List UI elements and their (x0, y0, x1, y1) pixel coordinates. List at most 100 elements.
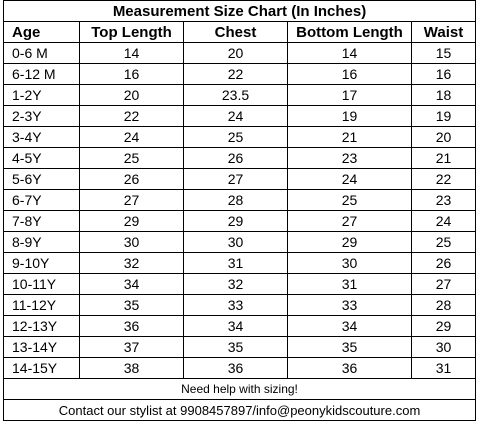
top-length-cell: 37 (79, 336, 184, 358)
age-cell: 11-12Y (3, 294, 80, 316)
age-cell: 13-14Y (3, 336, 80, 358)
table-row: 7-8Y 29 29 27 24 (3, 210, 477, 232)
column-header-age: Age (3, 21, 80, 43)
contact-text: Contact our stylist at 9908457897/info@p… (2, 399, 477, 421)
table-row: 13-14Y 37 35 35 30 (3, 336, 477, 358)
chest-cell: 25 (183, 126, 288, 148)
table-row: 3-4Y 24 25 21 20 (3, 126, 477, 148)
table-row: 6-7Y 27 28 25 23 (3, 189, 477, 211)
waist-cell: 24 (410, 210, 477, 232)
top-length-cell: 35 (79, 294, 184, 316)
chart-title: Measurement Size Chart (In Inches) (2, 0, 477, 22)
table-row: 2-3Y 22 24 19 19 (3, 105, 477, 127)
chest-cell: 29 (183, 210, 288, 232)
table-row: 5-6Y 26 27 24 22 (3, 168, 477, 190)
top-length-cell: 30 (79, 231, 184, 253)
age-cell: 0-6 M (3, 42, 80, 64)
waist-cell: 15 (410, 42, 477, 64)
table-row: 1-2Y 20 23.5 17 18 (3, 84, 477, 106)
bottom-length-cell: 23 (287, 147, 412, 169)
waist-cell: 18 (410, 84, 477, 106)
header-row: Age Top Length Chest Bottom Length Waist (3, 21, 477, 43)
chest-cell: 35 (183, 336, 288, 358)
waist-cell: 29 (410, 315, 477, 337)
waist-cell: 23 (410, 189, 477, 211)
bottom-length-cell: 29 (287, 231, 412, 253)
bottom-length-cell: 33 (287, 294, 412, 316)
column-header-bottom-length: Bottom Length (287, 21, 412, 43)
waist-cell: 26 (410, 252, 477, 274)
top-length-cell: 38 (79, 357, 184, 379)
table-row: 8-9Y 30 30 29 25 (3, 231, 477, 253)
bottom-length-cell: 36 (287, 357, 412, 379)
age-cell: 9-10Y (3, 252, 80, 274)
top-length-cell: 16 (79, 63, 184, 85)
chest-cell: 36 (183, 357, 288, 379)
bottom-length-cell: 34 (287, 315, 412, 337)
waist-cell: 25 (410, 231, 477, 253)
bottom-length-cell: 17 (287, 84, 412, 106)
top-length-cell: 29 (79, 210, 184, 232)
top-length-cell: 22 (79, 105, 184, 127)
footer-help-row: Need help with sizing! (2, 378, 477, 400)
age-cell: 8-9Y (3, 231, 80, 253)
top-length-cell: 20 (79, 84, 184, 106)
chest-cell: 34 (183, 315, 288, 337)
bottom-length-cell: 14 (287, 42, 412, 64)
title-row: Measurement Size Chart (In Inches) (2, 0, 477, 22)
age-cell: 14-15Y (3, 357, 80, 379)
table-row: 0-6 M 14 20 14 15 (3, 42, 477, 64)
column-header-chest: Chest (183, 21, 288, 43)
waist-cell: 30 (410, 336, 477, 358)
table-row: 4-5Y 25 26 23 21 (3, 147, 477, 169)
age-cell: 7-8Y (3, 210, 80, 232)
help-text: Need help with sizing! (2, 378, 477, 400)
footer-contact-row: Contact our stylist at 9908457897/info@p… (2, 399, 477, 421)
waist-cell: 27 (410, 273, 477, 295)
top-length-cell: 26 (79, 168, 184, 190)
waist-cell: 20 (410, 126, 477, 148)
bottom-length-cell: 16 (287, 63, 412, 85)
top-length-cell: 32 (79, 252, 184, 274)
table-row: 11-12Y 35 33 33 28 (3, 294, 477, 316)
waist-cell: 16 (410, 63, 477, 85)
top-length-cell: 36 (79, 315, 184, 337)
waist-cell: 22 (410, 168, 477, 190)
top-length-cell: 34 (79, 273, 184, 295)
waist-cell: 21 (410, 147, 477, 169)
chest-cell: 32 (183, 273, 288, 295)
waist-cell: 31 (410, 357, 477, 379)
age-cell: 3-4Y (3, 126, 80, 148)
top-length-cell: 14 (79, 42, 184, 64)
age-cell: 12-13Y (3, 315, 80, 337)
chest-cell: 23.5 (183, 84, 288, 106)
chest-cell: 30 (183, 231, 288, 253)
chest-cell: 27 (183, 168, 288, 190)
column-header-waist: Waist (410, 21, 477, 43)
chest-cell: 33 (183, 294, 288, 316)
bottom-length-cell: 35 (287, 336, 412, 358)
column-header-top-length: Top Length (79, 21, 184, 43)
table-row: 10-11Y 34 32 31 27 (3, 273, 477, 295)
table-row: 6-12 M 16 22 16 16 (3, 63, 477, 85)
age-cell: 6-7Y (3, 189, 80, 211)
age-cell: 6-12 M (3, 63, 80, 85)
age-cell: 1-2Y (3, 84, 80, 106)
chest-cell: 20 (183, 42, 288, 64)
bottom-length-cell: 31 (287, 273, 412, 295)
waist-cell: 19 (410, 105, 477, 127)
chest-cell: 28 (183, 189, 288, 211)
table-row: 9-10Y 32 31 30 26 (3, 252, 477, 274)
age-cell: 10-11Y (3, 273, 80, 295)
size-chart-table: Measurement Size Chart (In Inches) Age T… (2, 0, 477, 421)
top-length-cell: 25 (79, 147, 184, 169)
age-cell: 4-5Y (3, 147, 80, 169)
bottom-length-cell: 30 (287, 252, 412, 274)
table-row: 12-13Y 36 34 34 29 (3, 315, 477, 337)
bottom-length-cell: 25 (287, 189, 412, 211)
top-length-cell: 27 (79, 189, 184, 211)
waist-cell: 28 (410, 294, 477, 316)
age-cell: 5-6Y (3, 168, 80, 190)
chest-cell: 22 (183, 63, 288, 85)
table-row: 14-15Y 38 36 36 31 (3, 357, 477, 379)
